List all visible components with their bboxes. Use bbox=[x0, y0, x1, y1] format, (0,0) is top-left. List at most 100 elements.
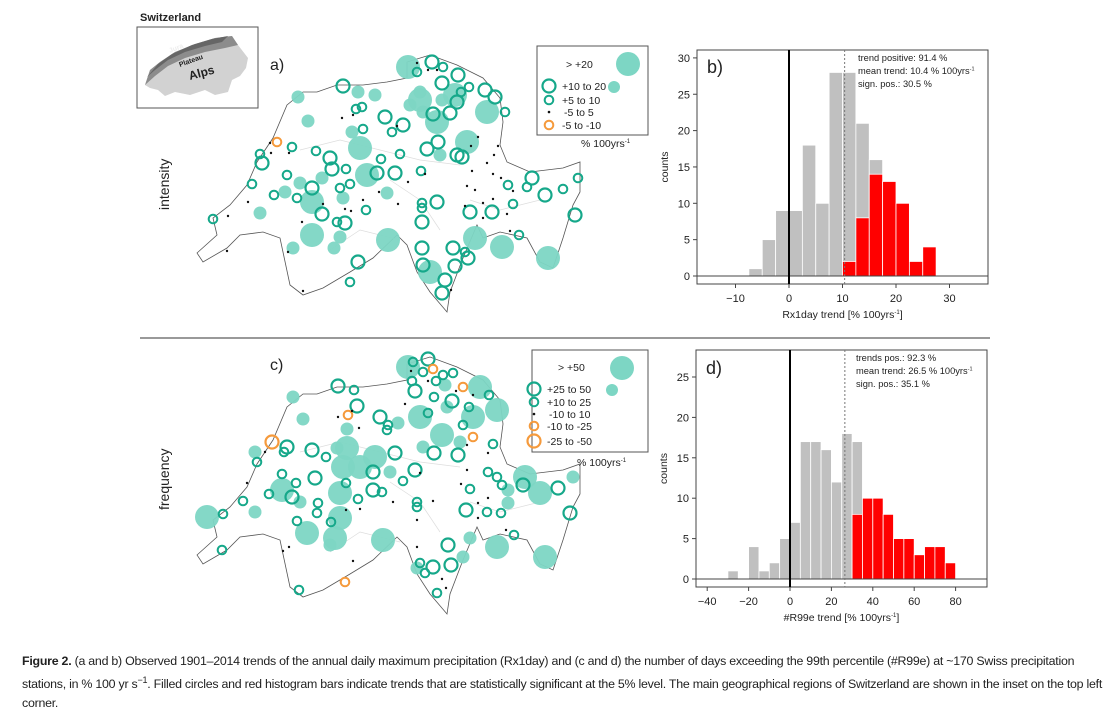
station-no-trend bbox=[465, 443, 469, 447]
histogram-bar-all bbox=[810, 441, 822, 580]
station-ring-small bbox=[357, 123, 369, 135]
inset-label-alps: Alps bbox=[187, 63, 216, 83]
inset-region-plateau bbox=[145, 36, 238, 85]
station-no-trend bbox=[426, 68, 430, 72]
station-ring-small bbox=[381, 424, 393, 436]
station-no-trend bbox=[459, 482, 463, 486]
histogram-bar-all bbox=[768, 562, 781, 580]
station-ring-small bbox=[376, 486, 388, 498]
histogram-bar-all bbox=[779, 538, 791, 580]
legend-entry-label: -10 to 10 bbox=[549, 409, 591, 421]
station-ring-small bbox=[481, 506, 493, 518]
histogram-bar-all bbox=[758, 570, 770, 580]
country-border bbox=[196, 356, 581, 615]
station-ring-large bbox=[314, 206, 330, 222]
x-tick-label: 30 bbox=[943, 293, 955, 305]
station-no-trend bbox=[511, 189, 515, 193]
station-ring-large bbox=[322, 150, 338, 166]
station-ring-large bbox=[430, 134, 446, 150]
station-no-trend bbox=[418, 471, 422, 475]
station-ring-large bbox=[414, 214, 430, 230]
x-tick-label: 10 bbox=[836, 293, 848, 305]
station-ring-small bbox=[375, 153, 387, 165]
station-no-trend bbox=[415, 545, 419, 549]
map-intensity bbox=[196, 54, 584, 313]
histogram-bar-significant bbox=[908, 261, 924, 277]
station-significant-medium bbox=[368, 88, 382, 102]
station-ring-small bbox=[416, 202, 428, 214]
country-border bbox=[196, 54, 581, 313]
station-significant-medium bbox=[351, 85, 365, 99]
station-ring-small bbox=[278, 446, 290, 458]
inset-title: Switzerland bbox=[140, 12, 201, 24]
station-ring-small bbox=[508, 529, 520, 541]
station-ring-large bbox=[414, 240, 430, 256]
station-no-trend bbox=[246, 200, 250, 204]
station-ring-small bbox=[251, 456, 263, 468]
station-significant-medium bbox=[248, 505, 262, 519]
station-ring-small bbox=[407, 356, 419, 368]
station-no-trend bbox=[504, 528, 508, 532]
station-ring-large bbox=[426, 445, 442, 461]
station-no-trend bbox=[476, 501, 480, 505]
station-significant-large bbox=[328, 481, 352, 505]
station-ring-small bbox=[572, 172, 584, 184]
station-ring-large bbox=[365, 482, 381, 498]
y-tick-label: 25 bbox=[678, 89, 690, 101]
station-ring-small bbox=[437, 369, 449, 381]
station-no-trend bbox=[492, 153, 496, 157]
station-ring-small bbox=[207, 213, 219, 225]
station-ring-small bbox=[286, 141, 298, 153]
histogram-bar-all bbox=[820, 449, 832, 580]
station-ring-small bbox=[263, 488, 275, 500]
station-ring-small bbox=[430, 375, 442, 387]
x-tick-label: −40 bbox=[698, 596, 717, 608]
station-no-trend bbox=[491, 172, 495, 176]
station-significant-medium bbox=[391, 416, 405, 430]
station-ring-large bbox=[449, 94, 465, 110]
station-significant-medium bbox=[403, 98, 417, 112]
station-negative-small bbox=[427, 363, 439, 375]
histogram-bar-significant bbox=[882, 513, 894, 580]
legend-symbol-filled-medium bbox=[608, 81, 620, 93]
y-tick-label: 5 bbox=[683, 534, 689, 546]
station-ring-small bbox=[417, 366, 429, 378]
x-axis-label: #R99e trend [% 100yrs-1] bbox=[784, 612, 900, 624]
station-significant-large bbox=[490, 235, 514, 259]
station-significant-medium bbox=[463, 531, 477, 545]
station-significant-medium bbox=[345, 125, 359, 139]
histogram-bar-all bbox=[727, 570, 739, 580]
station-significant-medium bbox=[291, 90, 305, 104]
station-ring-large bbox=[387, 445, 403, 461]
histogram-bar-significant bbox=[913, 554, 925, 580]
station-ring-small bbox=[331, 216, 343, 228]
station-significant-large bbox=[371, 528, 395, 552]
x-tick-label: 80 bbox=[949, 596, 961, 608]
station-ring-large bbox=[304, 180, 320, 196]
caption-text: (a and b) Observed 1901–2014 trends of t… bbox=[22, 654, 1075, 692]
station-significant-large bbox=[425, 110, 449, 134]
figure-caption: Figure 2. (a and b) Observed 1901–2014 t… bbox=[22, 652, 1112, 713]
station-significant-large bbox=[430, 423, 454, 447]
y-tick-label: 20 bbox=[677, 412, 689, 424]
x-tick-label: 40 bbox=[867, 596, 879, 608]
station-negative-small bbox=[467, 431, 479, 443]
station-no-trend bbox=[403, 402, 407, 406]
station-ring-small bbox=[487, 438, 499, 450]
legend-intensity: > +20 +10 to 20 +5 to 10 -5 to 5 -5 to -… bbox=[536, 45, 649, 150]
x-tick-label: −20 bbox=[739, 596, 758, 608]
station-significant-large bbox=[463, 226, 487, 250]
station-no-trend bbox=[350, 409, 354, 413]
station-ring-large bbox=[450, 67, 466, 83]
x-tick-label: 20 bbox=[890, 293, 902, 305]
station-ring-large bbox=[437, 272, 453, 288]
canton-border bbox=[469, 501, 541, 513]
station-ring-large bbox=[434, 75, 450, 91]
station-no-trend bbox=[469, 144, 473, 148]
station-ring-large bbox=[458, 502, 474, 518]
station-no-trend bbox=[470, 169, 474, 173]
station-no-trend bbox=[505, 212, 509, 216]
station-ring-small bbox=[411, 501, 423, 513]
station-ring-large bbox=[307, 470, 323, 486]
